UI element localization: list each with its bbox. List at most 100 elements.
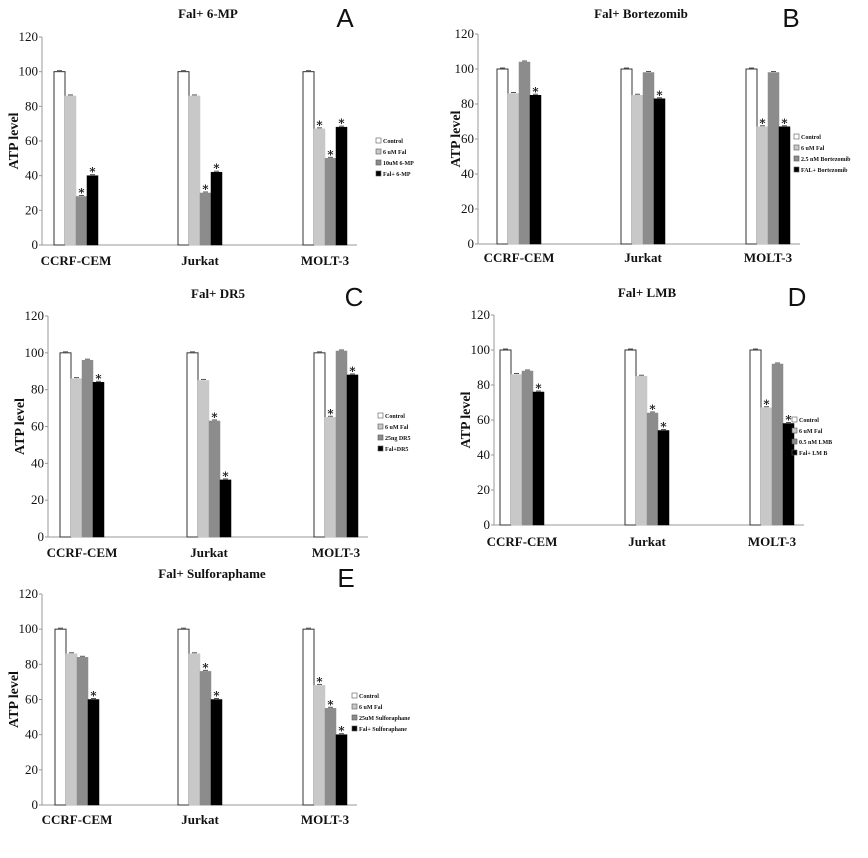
legend-label: 6 uM Fal — [801, 146, 825, 152]
legend-swatch — [375, 170, 382, 177]
category-label: MOLT-3 — [744, 250, 793, 265]
y-tick-label: 80 — [25, 656, 38, 671]
significance-marker: ∗ — [659, 418, 667, 432]
bar-ccrf-cem-series-2 — [65, 653, 78, 806]
bar-molt-3-series-2 — [324, 417, 337, 538]
bar-jurkat-series-1 — [186, 352, 199, 538]
significance-marker: ∗ — [326, 404, 334, 418]
chart-panel-d: Fal+ LMB D ATP level 0 20 40 60 80 100 120 ∗ CCRF-C… — [459, 282, 832, 549]
legend-swatch — [351, 725, 358, 732]
chart-title: Fal+ LMB — [618, 285, 677, 300]
significance-marker: ∗ — [315, 672, 323, 686]
y-tick-label: 100 — [19, 64, 39, 79]
y-tick-label: 20 — [477, 482, 490, 497]
bar-molt-3-series-1 — [302, 71, 315, 246]
panel-letter: C — [345, 282, 364, 312]
y-tick-label: 100 — [455, 61, 475, 76]
significance-marker: ∗ — [221, 467, 229, 481]
legend-swatch — [375, 137, 382, 144]
y-tick-label: 100 — [25, 345, 45, 360]
chart-panel-e: Fal+ Sulforaphame E ATP level 0 20 40 60 80 100 1… — [7, 563, 411, 827]
legend: Control 6 uM Fal 25ng DR5 Fal+DR5 — [377, 412, 411, 453]
y-tick-label: 20 — [461, 201, 474, 216]
legend-label: 25uM Sulforaphane — [359, 716, 411, 722]
significance-marker: ∗ — [315, 116, 323, 130]
chart-panel-c: Fal+ DR5 C ATP level 0 20 40 60 80 100 120 ∗ CCRF-C… — [13, 282, 411, 560]
y-tick-label: 60 — [31, 419, 44, 434]
legend-label: 10uM 6-MP — [383, 161, 414, 167]
bar-molt-3-series-2 — [756, 126, 769, 245]
legend-label: Fal+ Sulforaphane — [359, 727, 407, 733]
bar-jurkat-series-2 — [197, 380, 210, 538]
y-tick-label: 0 — [32, 237, 39, 252]
y-tick-label: 120 — [455, 26, 475, 41]
legend-swatch — [793, 155, 800, 162]
significance-marker: ∗ — [201, 658, 209, 672]
legend-swatch — [791, 438, 798, 445]
bar-jurkat-series-1 — [177, 628, 190, 806]
significance-marker: ∗ — [212, 687, 220, 701]
bar-jurkat-series-4 — [653, 98, 666, 245]
legend-swatch — [793, 144, 800, 151]
bar-jurkat-series-4 — [210, 699, 223, 806]
category-label: CCRF-CEM — [47, 545, 118, 560]
y-tick-label: 20 — [25, 762, 38, 777]
y-tick-label: 0 — [468, 236, 475, 251]
category-label: Jurkat — [628, 534, 666, 549]
legend-label: FAL+ Bortezomib — [801, 168, 848, 174]
category-label: MOLT-3 — [312, 545, 361, 560]
category-label: CCRF-CEM — [41, 253, 112, 268]
bar-jurkat-series-1 — [624, 349, 637, 526]
legend-swatch — [377, 445, 384, 452]
y-tick-label: 120 — [19, 29, 39, 44]
y-tick-label: 60 — [461, 131, 474, 146]
y-axis-label: ATP level — [7, 671, 22, 728]
legend-swatch — [791, 427, 798, 434]
bar-ccrf-cem-series-3 — [76, 657, 89, 806]
legend-swatch — [351, 692, 358, 699]
bar-jurkat-series-2 — [188, 95, 201, 246]
bar-jurkat-series-4 — [219, 479, 232, 538]
y-tick-label: 40 — [25, 168, 38, 183]
bar-ccrf-cem-series-3 — [521, 370, 534, 526]
y-tick-label: 40 — [461, 166, 474, 181]
significance-marker: ∗ — [212, 159, 220, 173]
legend-label: Control — [383, 139, 403, 145]
legend-swatch — [793, 166, 800, 173]
bar-ccrf-cem-series-2 — [510, 374, 523, 526]
bar-molt-3-series-3 — [335, 350, 348, 538]
legend-label: Control — [359, 694, 379, 700]
chart-title: Fal+ Bortezomib — [594, 6, 688, 21]
bar-molt-3-series-3 — [767, 72, 780, 245]
bar-ccrf-cem-series-4 — [532, 391, 545, 526]
bar-ccrf-cem-series-4 — [529, 95, 542, 245]
significance-marker: ∗ — [201, 180, 209, 194]
y-tick-label: 20 — [25, 202, 38, 217]
legend-label: 25ng DR5 — [385, 436, 411, 442]
bar-ccrf-cem-series-3 — [81, 359, 94, 538]
y-axis-label: ATP level — [459, 391, 474, 448]
bar-molt-3-series-1 — [302, 628, 315, 806]
bar-molt-3-series-2 — [313, 685, 326, 806]
legend-label: Control — [799, 418, 819, 424]
bar-jurkat-series-1 — [177, 71, 190, 246]
y-tick-label: 100 — [471, 342, 491, 357]
bar-jurkat-series-3 — [199, 192, 212, 246]
bar-ccrf-cem-series-1 — [53, 71, 66, 246]
legend-label: 6 uM Fal — [359, 705, 383, 711]
legend-swatch — [377, 412, 384, 419]
legend-swatch — [375, 148, 382, 155]
category-label: CCRF-CEM — [484, 250, 555, 265]
bar-molt-3-series-4 — [782, 423, 795, 526]
bar-jurkat-series-2 — [635, 376, 648, 526]
legend-swatch — [793, 133, 800, 140]
bar-molt-3-series-1 — [745, 68, 758, 245]
y-tick-label: 60 — [477, 412, 490, 427]
legend: Control 6 uM Fal 25uM Sulforaphane Fal+ Sul… — [351, 692, 411, 733]
bar-ccrf-cem-series-1 — [496, 68, 509, 245]
legend-label: Control — [801, 135, 821, 141]
bar-molt-3-series-4 — [346, 374, 359, 538]
significance-marker: ∗ — [89, 687, 97, 701]
legend: Control 6 uM Fal 2.5 nM Bortezomib FAL+ Bor… — [793, 133, 851, 174]
